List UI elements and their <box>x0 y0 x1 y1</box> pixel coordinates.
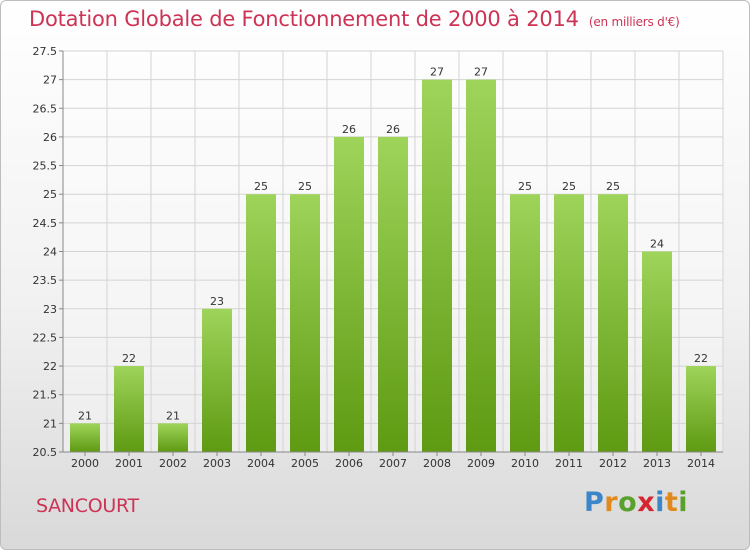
bar <box>114 366 144 452</box>
x-tick-label: 2004 <box>247 457 275 470</box>
logo-letter: t <box>664 487 679 518</box>
y-tick-label: 20.5 <box>33 446 58 459</box>
bar <box>290 194 320 452</box>
bar <box>554 194 584 452</box>
y-tick-label: 24 <box>43 246 57 259</box>
logo-letter: o <box>618 487 638 518</box>
commune-name: SANCOURT <box>36 495 139 517</box>
logo-letter: i <box>655 487 665 518</box>
y-tick-label: 21.5 <box>33 389 58 402</box>
data-label: 21 <box>166 409 180 422</box>
x-tick-label: 2013 <box>643 457 671 470</box>
data-label: 23 <box>210 295 224 308</box>
data-label: 24 <box>650 238 664 251</box>
data-label: 25 <box>254 180 268 193</box>
data-label: 26 <box>342 123 356 136</box>
x-tick-label: 2000 <box>71 457 99 470</box>
axes: 20.5 21 21.5 22 22.5 23 23.5 24 24.5 25 25.5 26 26.5… <box>33 45 723 470</box>
y-tick-label: 23.5 <box>33 274 58 287</box>
x-tick-label: 2003 <box>203 457 231 470</box>
x-tick-label: 2012 <box>599 457 627 470</box>
data-label: 25 <box>518 180 532 193</box>
bar <box>686 366 716 452</box>
chart-title-text: Dotation Globale de Fonctionnement de 20… <box>29 7 579 31</box>
x-tick-label: 2014 <box>687 457 715 470</box>
data-label: 22 <box>122 352 136 365</box>
chart-title: Dotation Globale de Fonctionnement de 20… <box>29 7 680 31</box>
y-tick-label: 24.5 <box>33 217 58 230</box>
bar <box>334 136 364 452</box>
bar <box>466 79 496 453</box>
y-tick-label: 25 <box>43 188 57 201</box>
bar <box>510 194 540 452</box>
bar <box>642 251 672 452</box>
bar <box>70 423 100 452</box>
logo-letter: r <box>604 487 619 518</box>
x-tick-label: 2011 <box>555 457 583 470</box>
bar <box>378 136 408 452</box>
y-tick-label: 26 <box>43 131 57 144</box>
chart-unit: (en milliers d'€) <box>588 15 680 29</box>
x-tick-label: 2010 <box>511 457 539 470</box>
data-label: 26 <box>386 123 400 136</box>
bar <box>598 194 628 452</box>
y-tick-label: 27.5 <box>33 45 58 58</box>
data-label: 22 <box>694 352 708 365</box>
y-tick-label: 27 <box>43 74 57 87</box>
data-label: 21 <box>78 409 92 422</box>
x-tick-label: 2007 <box>379 457 407 470</box>
data-label: 27 <box>474 66 488 79</box>
data-label: 25 <box>298 180 312 193</box>
logo-letter: i <box>678 487 689 518</box>
bars <box>70 79 716 453</box>
y-tick-label: 21 <box>43 417 57 430</box>
x-tick-label: 2008 <box>423 457 451 470</box>
logo-letter: P <box>584 487 605 518</box>
data-label: 25 <box>606 180 620 193</box>
logo-letter: x <box>637 487 656 518</box>
y-tick-label: 26.5 <box>33 102 58 115</box>
data-label: 25 <box>562 180 576 193</box>
proxiti-logo: Proxiti <box>584 487 688 518</box>
bar <box>158 423 188 452</box>
bar <box>422 79 452 453</box>
bar <box>246 194 276 452</box>
y-tick-label: 23 <box>43 303 57 316</box>
x-tick-label: 2006 <box>335 457 363 470</box>
bar <box>202 308 232 452</box>
data-label: 27 <box>430 66 444 79</box>
x-tick-label: 2001 <box>115 457 143 470</box>
x-tick-label: 2009 <box>467 457 495 470</box>
y-tick-label: 22.5 <box>33 331 58 344</box>
x-tick-label: 2005 <box>291 457 319 470</box>
x-tick-label: 2002 <box>159 457 187 470</box>
y-tick-label: 22 <box>43 360 57 373</box>
value-labels: 21 22 21 23 25 25 26 26 27 27 25 25 25 24 22 <box>78 66 708 423</box>
y-tick-label: 25.5 <box>33 160 58 173</box>
